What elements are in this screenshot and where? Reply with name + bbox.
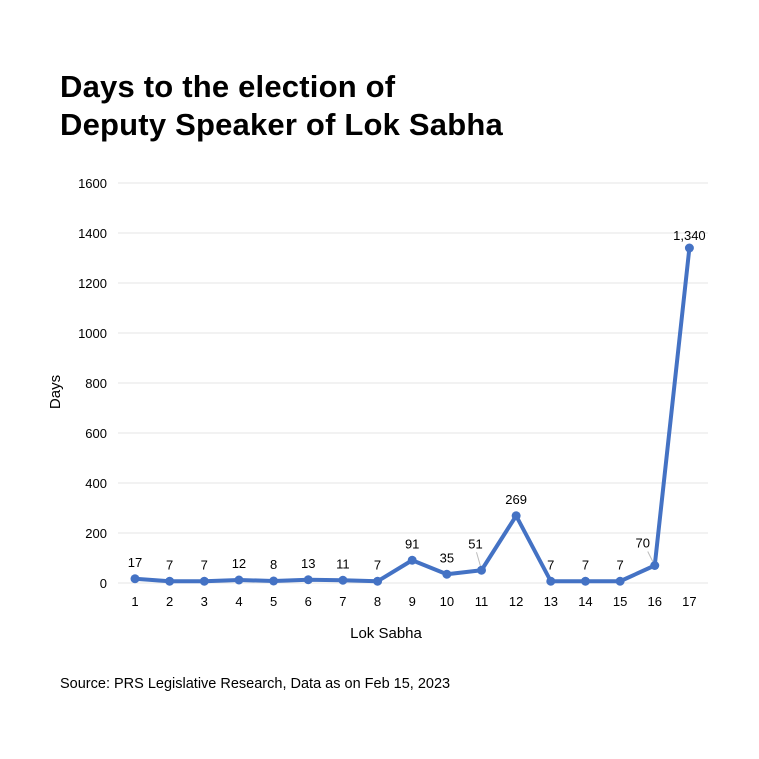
data-label: 1,340 [673,228,706,243]
x-tick-label: 2 [166,594,173,609]
data-label: 70 [636,536,650,551]
data-point [650,561,660,570]
leader-line [476,552,481,567]
x-tick-label: 3 [201,594,208,609]
data-point [269,576,279,586]
data-point [338,575,348,585]
x-tick-label: 14 [578,594,592,609]
data-point [546,576,556,586]
x-tick-label: 4 [235,594,242,609]
data-point [303,575,313,585]
data-point [199,576,209,586]
data-label: 51 [468,536,482,551]
data-label: 91 [405,536,419,551]
x-axis-label: Lok Sabha [350,625,422,642]
y-axis-label: Days [47,375,64,409]
data-point [130,574,140,584]
data-label: 7 [547,557,554,572]
data-point [580,576,590,586]
x-tick-label: 6 [305,594,312,609]
x-tick-label: 16 [648,594,662,609]
y-tick-label: 800 [85,376,107,391]
y-tick-label: 1400 [78,226,107,241]
data-point [373,576,383,586]
chart-title-line-2: Deputy Speaker of Lok Sabha [60,107,503,142]
x-tick-label: 1 [131,594,138,609]
y-tick-label: 400 [85,476,107,491]
y-tick-label: 1200 [78,276,107,291]
data-label: 11 [336,556,350,571]
data-point [477,565,486,575]
y-tick-label: 0 [100,576,107,591]
data-label: 8 [270,557,277,572]
data-point [165,576,175,586]
data-label: 7 [582,557,589,572]
data-label: 7 [166,557,173,572]
y-tick-label: 1000 [78,326,107,341]
x-tick-label: 9 [409,594,416,609]
x-tick-label: 8 [374,594,381,609]
x-tick-label: 10 [440,594,454,609]
data-point [234,575,244,585]
data-label: 35 [440,550,454,565]
data-label: 17 [128,555,142,570]
data-label: 13 [301,556,315,571]
chart-title: Days to the election of Deputy Speaker o… [60,68,503,144]
y-tick-label: 200 [85,526,107,541]
data-label: 12 [232,556,246,571]
data-point [684,243,694,253]
y-tick-label: 600 [85,426,107,441]
data-point [407,555,417,565]
x-tick-label: 7 [339,594,346,609]
y-tick-label: 1600 [78,176,107,191]
source-note: Source: PRS Legislative Research, Data a… [60,676,451,692]
data-point [511,511,521,521]
x-tick-label: 17 [682,594,696,609]
data-point [442,569,452,579]
chart-title-line-1: Days to the election of [60,69,396,104]
x-tick-label: 15 [613,594,627,609]
data-label: 7 [616,557,623,572]
series-line [134,247,692,584]
x-tick-label: 13 [544,594,558,609]
data-label: 269 [505,492,527,507]
data-point [615,576,625,586]
x-tick-label: 12 [509,594,523,609]
data-label: 7 [201,557,208,572]
x-tick-label: 5 [270,594,277,609]
leader-line [647,551,654,562]
x-tick-label: 11 [475,594,489,609]
data-label: 7 [374,557,381,572]
